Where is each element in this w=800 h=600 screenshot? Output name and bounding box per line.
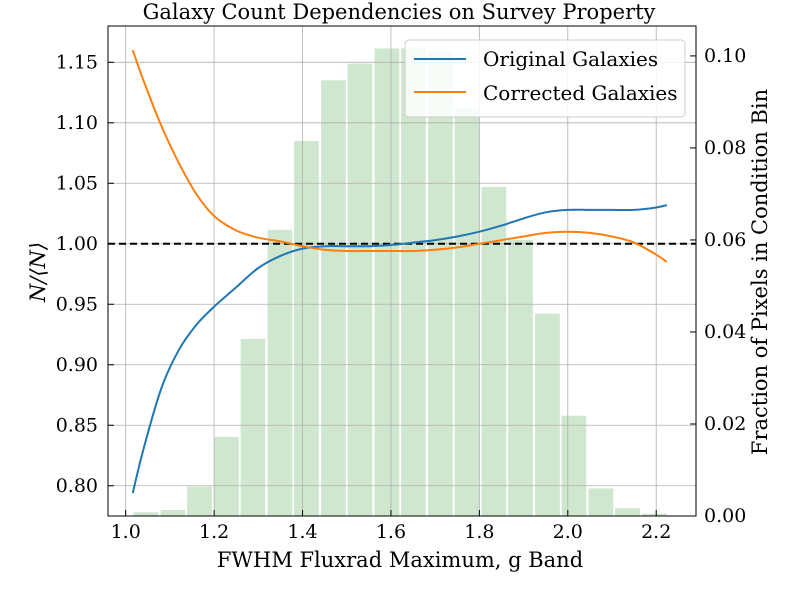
histogram-bar bbox=[240, 338, 266, 516]
plot-frame bbox=[107, 25, 697, 517]
legend-box bbox=[404, 39, 686, 118]
series-lines bbox=[131, 49, 668, 494]
histogram-bar bbox=[508, 239, 533, 516]
axis-ticks bbox=[108, 55, 696, 517]
histogram-bar bbox=[321, 80, 346, 517]
y-tick-label: 0.85 bbox=[56, 414, 98, 436]
series-line-original bbox=[131, 204, 668, 494]
y-tick-labels: 0.80 0.85 0.90 0.95 1.00 1.05 1.10 1.15 bbox=[56, 51, 98, 496]
histogram-bar bbox=[588, 488, 614, 516]
y2-tick-label: 0.10 bbox=[704, 45, 746, 67]
histogram-bar bbox=[374, 48, 400, 516]
y-tick-label: 1.05 bbox=[56, 172, 98, 194]
x-tick-label: 1.8 bbox=[464, 521, 494, 543]
y2-tick-labels: 0.00 0.02 0.04 0.06 0.08 0.10 bbox=[704, 45, 746, 527]
y-tick-label: 0.95 bbox=[56, 293, 98, 315]
y2-tick-label: 0.02 bbox=[704, 413, 746, 435]
histogram-bar bbox=[187, 486, 212, 516]
histogram-bar bbox=[214, 436, 239, 516]
y-tick-label: 1.10 bbox=[56, 112, 98, 134]
x-tick-label: 2.0 bbox=[553, 521, 583, 543]
series-line-corrected bbox=[131, 49, 668, 263]
histogram-bar bbox=[133, 512, 159, 516]
x-tick-label: 1.2 bbox=[199, 521, 229, 543]
x-tick-label: 1.0 bbox=[111, 521, 141, 543]
histogram-bars bbox=[133, 48, 667, 517]
x-axis-label: FWHM Fluxrad Maximum, g Band bbox=[217, 548, 583, 572]
chart-title: Galaxy Count Dependencies on Survey Prop… bbox=[143, 0, 656, 24]
legend-label-original: Original Galaxies bbox=[483, 47, 658, 71]
y-tick-label: 1.00 bbox=[56, 233, 98, 255]
x-tick-label: 2.2 bbox=[641, 521, 671, 543]
y-axis-label: N/⟨N⟩ bbox=[26, 242, 50, 303]
y2-tick-label: 0.00 bbox=[704, 505, 746, 527]
histogram-bar bbox=[160, 510, 186, 516]
x-tick-label: 1.6 bbox=[376, 521, 406, 543]
histogram-bar bbox=[267, 229, 293, 517]
x-tick-label: 1.4 bbox=[287, 521, 317, 543]
histogram-bar bbox=[642, 513, 667, 516]
legend: Original Galaxies Corrected Galaxies bbox=[404, 39, 686, 118]
histogram-bar bbox=[481, 187, 507, 516]
histogram-bar bbox=[535, 313, 560, 516]
histogram-bar bbox=[294, 141, 319, 516]
histogram-bar bbox=[615, 508, 640, 516]
y2-axis-label: Fraction of Pixels in Condition Bin bbox=[748, 89, 772, 455]
x-tick-labels: 1.0 1.2 1.4 1.6 1.8 2.0 2.2 bbox=[111, 521, 672, 543]
histogram-bar bbox=[454, 107, 480, 517]
y2-tick-label: 0.06 bbox=[704, 229, 746, 251]
y2-tick-label: 0.08 bbox=[704, 137, 746, 159]
histogram-bar bbox=[401, 48, 426, 516]
y2-tick-label: 0.04 bbox=[704, 321, 746, 343]
grid-lines bbox=[108, 26, 696, 516]
histogram-bar bbox=[428, 51, 453, 517]
y-tick-label: 1.15 bbox=[56, 51, 98, 73]
y-tick-label: 0.90 bbox=[56, 354, 98, 376]
y-tick-label: 0.80 bbox=[56, 475, 98, 497]
histogram-bar bbox=[561, 415, 587, 516]
legend-label-corrected: Corrected Galaxies bbox=[483, 81, 678, 105]
histogram-bar bbox=[347, 63, 373, 516]
